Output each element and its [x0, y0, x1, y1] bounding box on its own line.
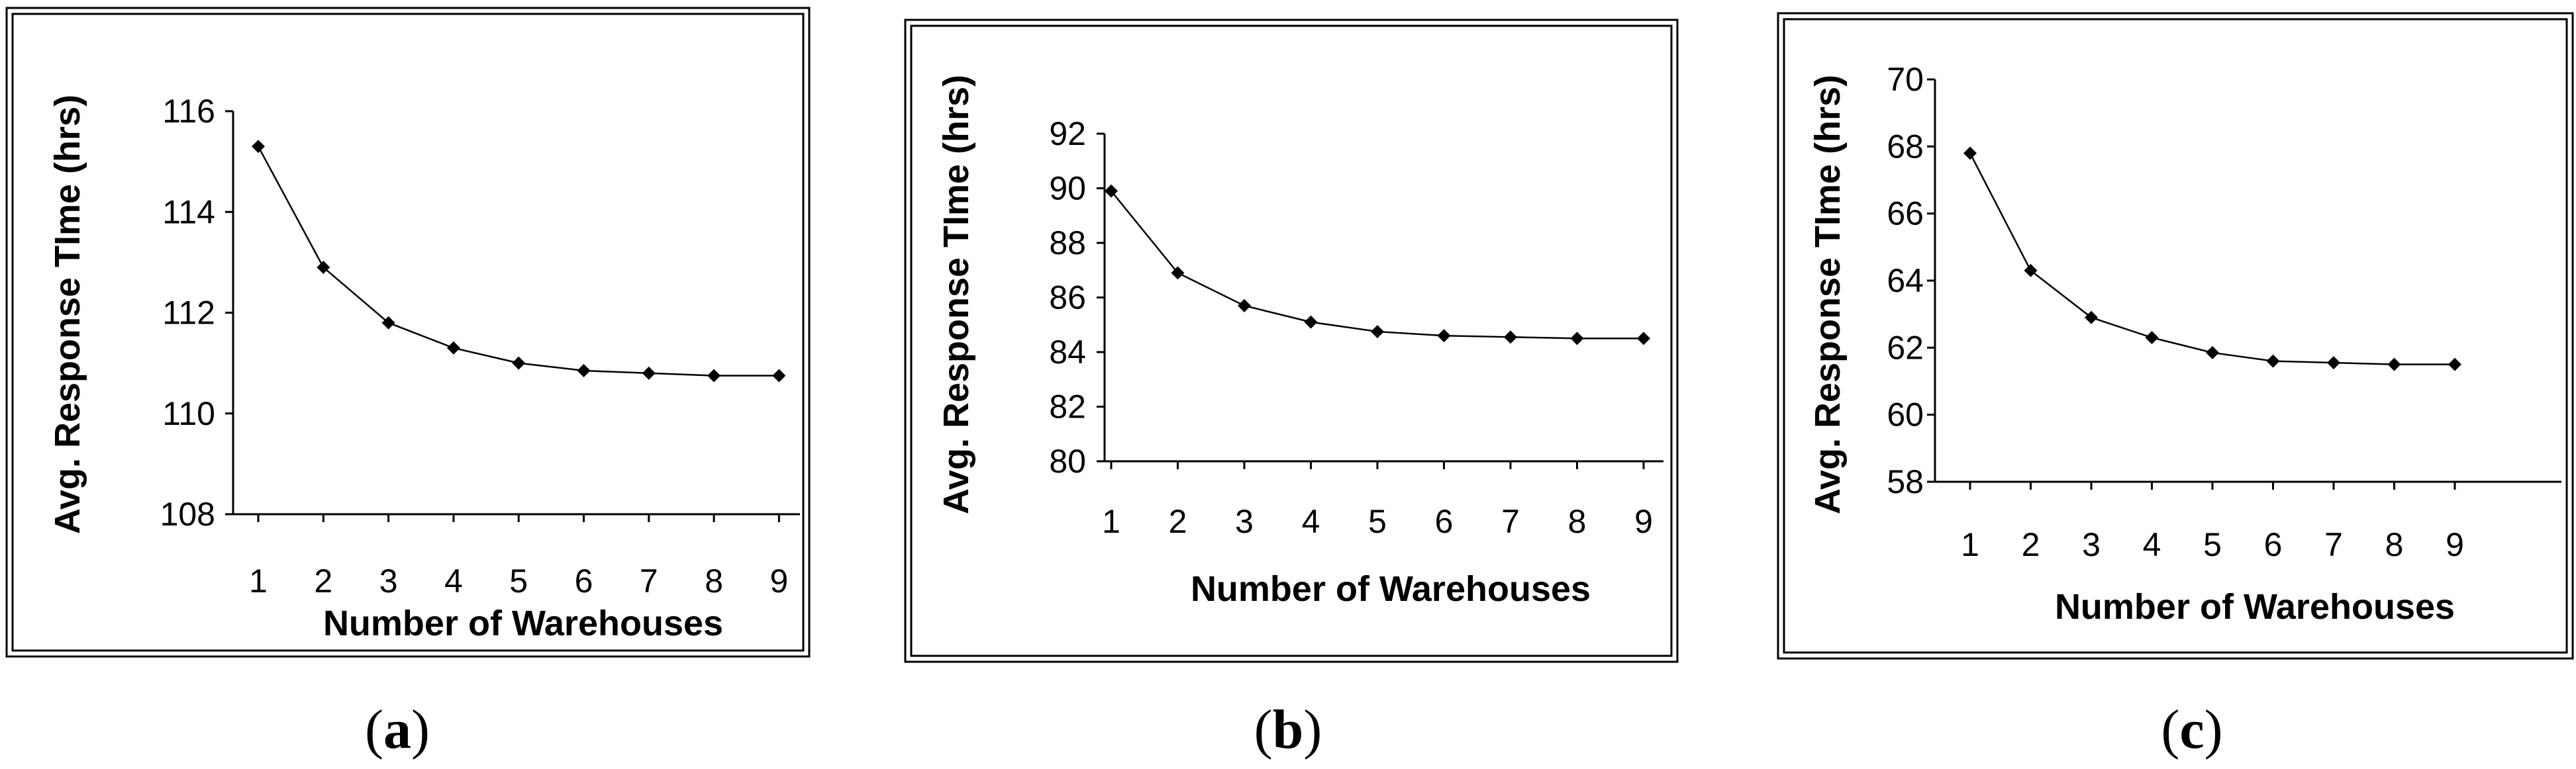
x-tick-label: 6 — [1435, 503, 1454, 540]
x-tick-label: 6 — [575, 563, 593, 600]
panel-frame-inner — [11, 13, 805, 652]
x-tick-label: 4 — [444, 563, 463, 600]
x-tick-label: 9 — [2446, 526, 2464, 563]
panel-frame-inner — [1783, 18, 2568, 654]
panel-label: (c) — [2161, 699, 2222, 760]
series-line — [1111, 190, 1644, 339]
y-tick-label: 92 — [1049, 115, 1086, 152]
y-tick-label: 62 — [1887, 329, 1924, 366]
x-tick-label: 2 — [314, 563, 332, 600]
y-axis-label: Avg. Response TIme (hrs) — [1808, 75, 1848, 514]
x-tick-label: 6 — [2264, 526, 2283, 563]
x-tick-label: 8 — [705, 563, 723, 600]
x-tick-label: 9 — [769, 563, 788, 600]
chart-panel-c: 58 60 62 64 66 68 70 1 2 3 4 5 6 7 8 9 Number of Warehou… — [1777, 12, 2574, 760]
x-tick-label: 1 — [249, 563, 268, 600]
y-tick-label: 108 — [160, 496, 215, 533]
panel-frame-outer — [5, 7, 811, 658]
y-tick-label: 82 — [1049, 388, 1086, 426]
y-axis-label: Avg. Response TIme (hrs) — [48, 95, 87, 534]
series-line — [1969, 152, 2455, 365]
x-axis-label: Number of Warehouses — [323, 604, 723, 643]
panel-frame-inner — [910, 24, 1673, 657]
x-tick-label: 3 — [1235, 503, 1254, 540]
data-point — [1570, 332, 1584, 345]
data-point — [2024, 263, 2038, 277]
x-tick-label: 3 — [2082, 526, 2101, 563]
y-tick-label: 84 — [1049, 334, 1086, 371]
data-point — [577, 364, 591, 378]
y-tick-label: 80 — [1049, 443, 1086, 480]
data-point — [381, 316, 395, 330]
x-axis-label: Number of Warehouses — [2055, 587, 2455, 627]
data-point — [1304, 315, 1318, 329]
data-point — [512, 356, 526, 370]
x-tick-label: 4 — [2143, 526, 2161, 563]
data-point — [1437, 329, 1451, 343]
y-tick-label: 66 — [1887, 195, 1924, 232]
x-tick-label: 5 — [509, 563, 528, 600]
panel-frame-outer — [1777, 12, 2574, 660]
data-point — [1963, 146, 1977, 160]
panel-label: (a) — [365, 699, 430, 760]
data-point — [707, 369, 721, 383]
data-point — [2266, 354, 2280, 368]
data-point — [2448, 357, 2461, 371]
x-tick-label: 8 — [1568, 503, 1587, 540]
x-tick-label: 7 — [640, 563, 658, 600]
data-point — [2327, 356, 2340, 370]
data-point — [1637, 332, 1650, 345]
x-tick-label: 1 — [1102, 503, 1120, 540]
y-tick-label: 70 — [1887, 61, 1924, 98]
data-point — [252, 140, 265, 154]
x-tick-label: 8 — [2385, 526, 2404, 563]
x-tick-label: 2 — [1169, 503, 1187, 540]
data-point — [1371, 325, 1384, 339]
data-point — [2387, 357, 2401, 371]
data-point — [1238, 298, 1251, 312]
y-tick-label: 112 — [162, 294, 215, 332]
chart-panel-b: 80 82 84 86 88 90 92 1 2 3 4 5 6 7 8 9 Number of Warehou… — [904, 19, 1679, 760]
data-point — [772, 369, 786, 383]
x-tick-label: 3 — [379, 563, 398, 600]
data-point — [2206, 345, 2219, 359]
y-tick-label: 58 — [1887, 463, 1924, 500]
y-tick-label: 86 — [1049, 279, 1086, 316]
panel-label: (b) — [1254, 699, 1322, 760]
x-tick-label: 1 — [1961, 526, 1979, 563]
y-tick-label: 68 — [1887, 128, 1924, 165]
y-tick-label: 116 — [162, 93, 215, 130]
chart-panel-a: 108 110 112 114 116 1 2 3 4 5 6 7 8 9 Number of Wareho… — [5, 7, 811, 760]
y-axis-label: Avg. Response TIme (hrs) — [936, 75, 976, 514]
data-point — [2145, 331, 2159, 345]
x-axis-label: Number of Warehouses — [1191, 569, 1591, 609]
data-point — [1171, 266, 1185, 280]
y-tick-label: 60 — [1887, 396, 1924, 433]
data-point — [642, 366, 656, 380]
x-tick-label: 5 — [1368, 503, 1387, 540]
x-tick-label: 2 — [2022, 526, 2040, 563]
x-tick-label: 4 — [1302, 503, 1320, 540]
y-tick-label: 114 — [162, 193, 215, 230]
data-point — [446, 341, 460, 355]
data-point — [1105, 184, 1118, 198]
data-point — [2085, 310, 2098, 324]
data-point — [317, 260, 330, 274]
y-tick-label: 64 — [1887, 262, 1924, 299]
y-tick-label: 110 — [162, 395, 215, 432]
x-tick-label: 5 — [2203, 526, 2222, 563]
x-tick-label: 7 — [2324, 526, 2343, 563]
x-tick-label: 7 — [1501, 503, 1520, 540]
x-tick-label: 9 — [1634, 503, 1653, 540]
panel-frame-outer — [904, 19, 1679, 663]
y-tick-label: 88 — [1049, 224, 1086, 261]
y-tick-label: 90 — [1049, 170, 1086, 207]
series-line — [257, 146, 779, 377]
data-point — [1504, 330, 1517, 344]
